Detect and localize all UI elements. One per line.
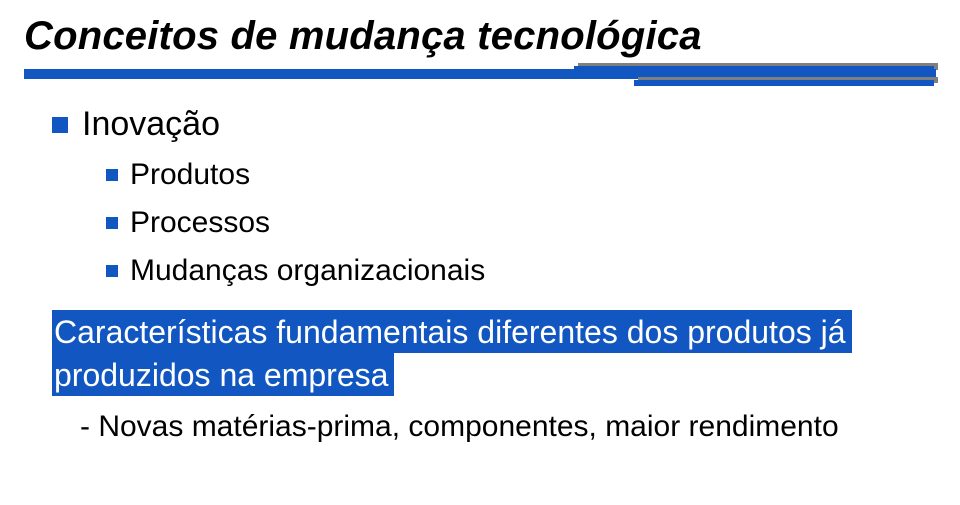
bullet-level2: Produtos <box>106 158 936 192</box>
highlight-block: Características fundamentais diferentes … <box>52 310 936 396</box>
highlight-line: produzidos na empresa <box>52 353 394 396</box>
square-bullet-icon <box>106 265 118 277</box>
highlight-line: Características fundamentais diferentes … <box>52 310 852 353</box>
slide-body: Inovação Produtos Processos Mudanças org… <box>24 105 936 444</box>
bullet-level2-label: Produtos <box>130 158 250 192</box>
square-bullet-icon <box>106 217 118 229</box>
bullet-level2: Processos <box>106 206 936 240</box>
rule-decor-bar-2 <box>634 80 934 86</box>
bullet-level1-label: Inovação <box>82 105 220 144</box>
bullet-level1: Inovação <box>52 105 936 144</box>
title-rule <box>24 69 936 93</box>
bullet-level2-label: Processos <box>130 206 270 240</box>
square-bullet-icon <box>106 169 118 181</box>
sub-point: - Novas matérias-prima, componentes, mai… <box>80 410 936 444</box>
slide: Conceitos de mudança tecnológica Inovaçã… <box>0 0 960 505</box>
slide-title: Conceitos de mudança tecnológica <box>24 14 936 59</box>
bullet-level2: Mudanças organizacionais <box>106 254 936 288</box>
bullet-level2-label: Mudanças organizacionais <box>130 254 485 288</box>
square-bullet-icon <box>52 117 68 133</box>
